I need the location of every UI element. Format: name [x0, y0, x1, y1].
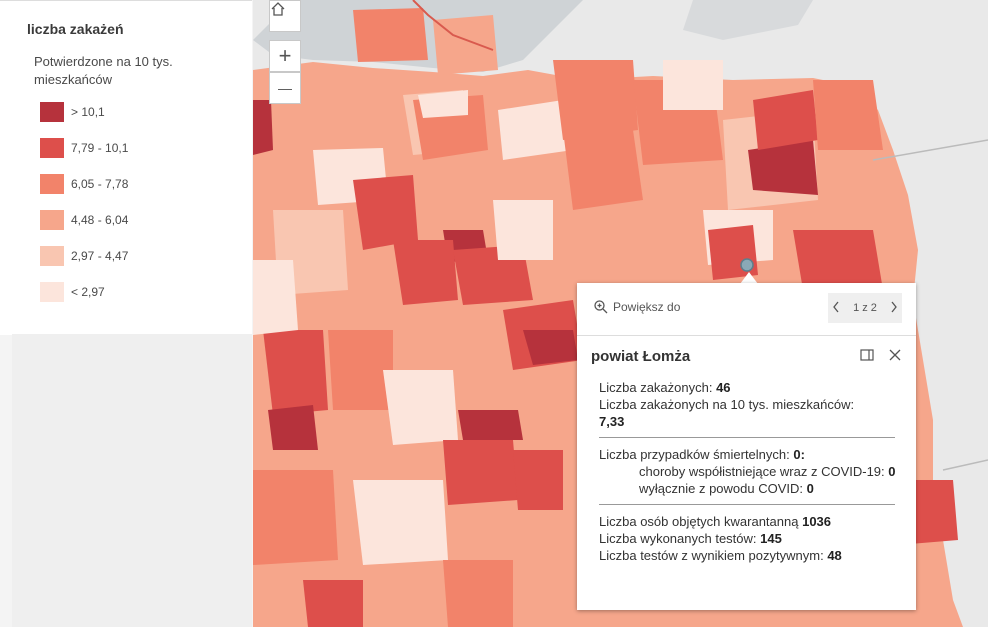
popup-content: Liczba zakażonych: 46 Liczba zakażonych … — [599, 379, 899, 564]
quarantine-value: 1036 — [802, 514, 832, 529]
legend-item: 7,79 - 10,1 — [40, 137, 128, 159]
legend-label: 7,79 - 10,1 — [71, 141, 129, 155]
zoom-in-button[interactable]: + — [269, 40, 301, 72]
legend-swatch — [40, 102, 64, 122]
dock-icon — [860, 349, 874, 361]
zoom-to-label: Powiększ do — [613, 300, 681, 314]
legend-subtitle: Potwierdzone na 10 tys. mieszkańców — [34, 54, 173, 87]
legend-panel: liczba zakażeń Potwierdzone na 10 tys. m… — [0, 0, 252, 335]
content-divider — [599, 437, 895, 438]
popup-divider — [577, 335, 916, 336]
dock-button[interactable] — [860, 348, 874, 365]
zoom-magnifier-icon — [594, 300, 608, 314]
positive-tests-value: 48 — [827, 548, 842, 563]
legend-item: 6,05 - 7,78 — [40, 173, 128, 195]
legend-swatch — [40, 246, 64, 266]
popup-pointer — [740, 272, 758, 284]
tests-label: Liczba wykonanych testów: — [599, 531, 757, 546]
legend-label: 4,48 - 6,04 — [71, 213, 129, 227]
legend-item: > 10,1 — [40, 101, 105, 123]
per10k-label: Liczba zakażonych na 10 tys. mieszkańców… — [599, 397, 855, 412]
deaths-label: Liczba przypadków śmiertelnych: — [599, 447, 790, 462]
deaths-value: 0: — [793, 447, 805, 462]
chevron-left-icon — [833, 301, 839, 312]
legend-label: 2,97 - 4,47 — [71, 249, 129, 263]
selected-county-marker[interactable] — [740, 258, 754, 272]
legend-swatch — [40, 282, 64, 302]
popup-title: powiat Łomża — [591, 348, 691, 365]
sidebar-empty-area — [12, 334, 252, 627]
content-divider — [599, 504, 895, 505]
legend-label: < 2,97 — [71, 285, 105, 299]
feature-popup: Powiększ do 1 z 2 powiat Łomża Liczba za… — [577, 283, 916, 610]
next-feature-button[interactable] — [890, 301, 898, 316]
chevron-right-icon — [891, 301, 897, 312]
zoom-out-button[interactable]: — — [269, 72, 301, 104]
close-icon — [889, 349, 901, 361]
infected-value: 46 — [716, 380, 731, 395]
legend-label: 6,05 - 7,78 — [71, 177, 129, 191]
quarantine-label: Liczba osób objętych kwarantanną — [599, 514, 799, 529]
legend-label: > 10,1 — [71, 105, 105, 119]
legend-swatch — [40, 210, 64, 230]
legend-item: 2,97 - 4,47 — [40, 245, 128, 267]
comorbidities-value: 0 — [888, 464, 896, 479]
home-icon — [271, 2, 285, 16]
infected-label: Liczba zakażonych: — [599, 380, 713, 395]
legend-item: < 2,97 — [40, 281, 105, 303]
comorbidities-label: choroby współistniejące wraz z COVID-19: — [639, 464, 885, 479]
legend-swatch — [40, 174, 64, 194]
covid-only-label: wyłącznie z powodu COVID: — [639, 481, 804, 496]
per10k-value: 7,33 — [599, 414, 625, 429]
legend-item: 4,48 - 6,04 — [40, 209, 128, 231]
positive-tests-label: Liczba testów z wynikiem pozytywnym: — [599, 548, 824, 563]
legend-title: liczba zakażeń — [27, 21, 124, 37]
tests-value: 145 — [760, 531, 782, 546]
kaliningrad-region — [683, 0, 813, 40]
covid-only-value: 0 — [806, 481, 814, 496]
popup-pager: 1 z 2 — [828, 293, 902, 323]
pager-count: 1 z 2 — [853, 302, 877, 314]
zoom-to-button[interactable]: Powiększ do — [593, 299, 680, 315]
close-button[interactable] — [888, 348, 902, 365]
previous-feature-button[interactable] — [832, 301, 840, 316]
home-button[interactable] — [269, 0, 301, 32]
legend-swatch — [40, 138, 64, 158]
